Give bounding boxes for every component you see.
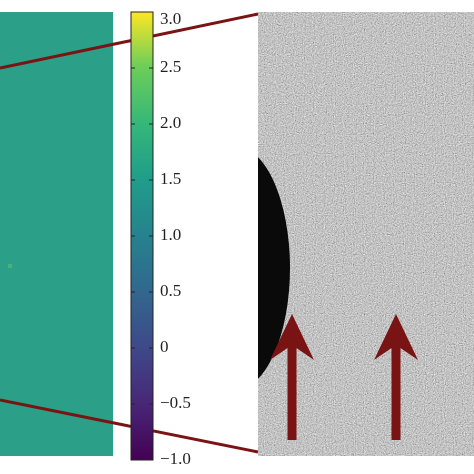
field-spot	[8, 264, 12, 268]
arrows	[270, 314, 418, 440]
tick-label: 1.0	[160, 225, 181, 244]
tick-label: −1.0	[160, 449, 191, 468]
arrow-head	[270, 314, 314, 360]
zoom-line	[0, 12, 259, 70]
dark-object	[258, 157, 290, 379]
tick-label: 2.0	[160, 113, 181, 132]
field-panel	[0, 12, 113, 456]
tick-label: 0.5	[160, 281, 181, 300]
colorbar-ticks: 3.0 2.5 2.0 1.5 1.0 0.5 0 −0.5 −1.0	[131, 9, 191, 468]
tick-label: 0	[160, 337, 169, 356]
tick-label: 3.0	[160, 9, 181, 28]
tick-label: −0.5	[160, 393, 191, 412]
zoom-line	[0, 398, 259, 454]
arrow-head	[374, 314, 418, 360]
speckle-panel	[258, 12, 474, 456]
tick-label: 2.5	[160, 57, 181, 76]
tick-label: 1.5	[160, 169, 181, 188]
